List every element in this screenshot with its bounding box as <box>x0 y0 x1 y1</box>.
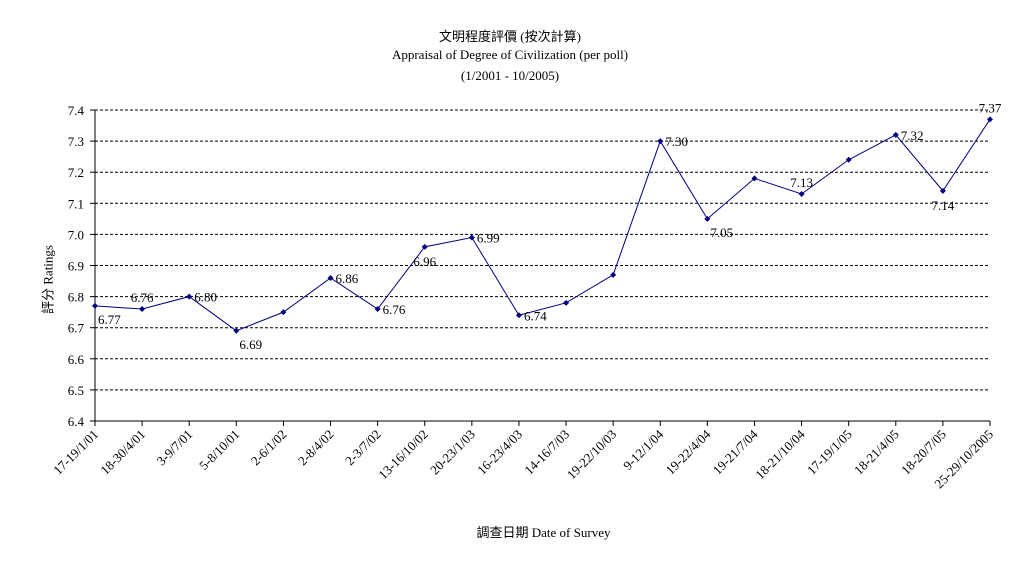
data-point <box>892 131 899 138</box>
data-point <box>515 312 522 319</box>
data-label: 7.30 <box>665 134 688 149</box>
data-label: 6.80 <box>194 290 217 305</box>
x-tick-label: 13-16/10/02 <box>375 427 431 483</box>
data-label: 6.86 <box>336 271 359 286</box>
y-tick-label: 6.8 <box>68 290 84 305</box>
x-tick-label: 18-21/4/05 <box>851 427 902 478</box>
data-point <box>186 293 193 300</box>
data-label: 6.74 <box>524 308 547 323</box>
data-label: 6.99 <box>477 231 500 246</box>
y-tick-label: 7.2 <box>68 165 84 180</box>
data-point <box>139 306 146 313</box>
x-axis-label: 調查日期 Date of Survey <box>476 525 611 540</box>
data-point <box>987 116 993 123</box>
x-tick-label: 2-6/1/02 <box>248 427 290 469</box>
y-tick-label: 7.0 <box>68 227 84 242</box>
y-axis-label: 評分 Ratings <box>40 245 56 314</box>
chart-period: (1/2001 - 10/2005) <box>460 68 560 83</box>
data-label: 7.37 <box>979 100 1002 115</box>
x-tick-label: 3-9/7/01 <box>154 427 196 469</box>
data-label: 6.69 <box>239 337 262 352</box>
x-tick-label: 2-3/7/02 <box>342 427 384 469</box>
y-tick-label: 7.1 <box>68 196 84 211</box>
x-tick-label: 17-19/1/05 <box>804 427 855 478</box>
data-point <box>92 302 98 309</box>
x-tick-label: 19-22/4/04 <box>663 426 714 477</box>
data-point <box>280 309 287 316</box>
y-tick-label: 6.9 <box>68 259 84 274</box>
data-label: 6.76 <box>131 290 154 305</box>
y-tick-label: 6.5 <box>68 383 84 398</box>
data-label: 6.76 <box>383 302 406 317</box>
data-point <box>233 327 240 334</box>
data-point <box>563 299 570 306</box>
data-label: 7.32 <box>901 128 924 143</box>
data-point <box>327 274 334 281</box>
x-tick-label: 5-8/10/01 <box>196 427 242 473</box>
data-label: 7.14 <box>932 198 955 213</box>
data-point <box>704 215 711 222</box>
x-tick-label: 18-30/4/01 <box>97 427 148 478</box>
series-line <box>94 119 991 332</box>
data-label: 7.13 <box>790 175 813 190</box>
data-point <box>845 156 852 163</box>
y-tick-label: 6.4 <box>68 414 85 429</box>
x-tick-label: 17-19/1/01 <box>50 427 101 478</box>
chart-subtitle: Appraisal of Degree of Civilization (per… <box>391 47 629 62</box>
x-tick-label: 20-23/1/03 <box>427 427 478 478</box>
y-tick-label: 7.4 <box>68 103 85 118</box>
data-point <box>798 190 805 197</box>
data-point <box>657 138 664 145</box>
data-point <box>939 187 946 194</box>
data-point <box>610 271 617 278</box>
data-point <box>468 234 475 241</box>
y-tick-label: 6.7 <box>68 321 85 336</box>
y-tick-label: 6.6 <box>68 352 85 367</box>
x-tick-label: 16-23/4/03 <box>474 427 525 478</box>
x-tick-label: 18-21/10/04 <box>752 426 808 482</box>
y-tick-label: 7.3 <box>68 134 84 149</box>
chart-title: 文明程度評價 (按次計算) <box>439 29 581 44</box>
x-tick-label: 2-8/4/02 <box>295 427 337 469</box>
data-point <box>751 175 758 182</box>
x-tick-label: 19-22/10/03 <box>564 427 620 483</box>
data-label: 6.96 <box>413 254 436 269</box>
data-label: 6.77 <box>98 312 121 327</box>
data-point <box>421 243 428 250</box>
x-tick-label: 9-12/1/04 <box>620 426 667 473</box>
data-label: 7.05 <box>710 225 733 240</box>
data-point <box>374 306 381 313</box>
